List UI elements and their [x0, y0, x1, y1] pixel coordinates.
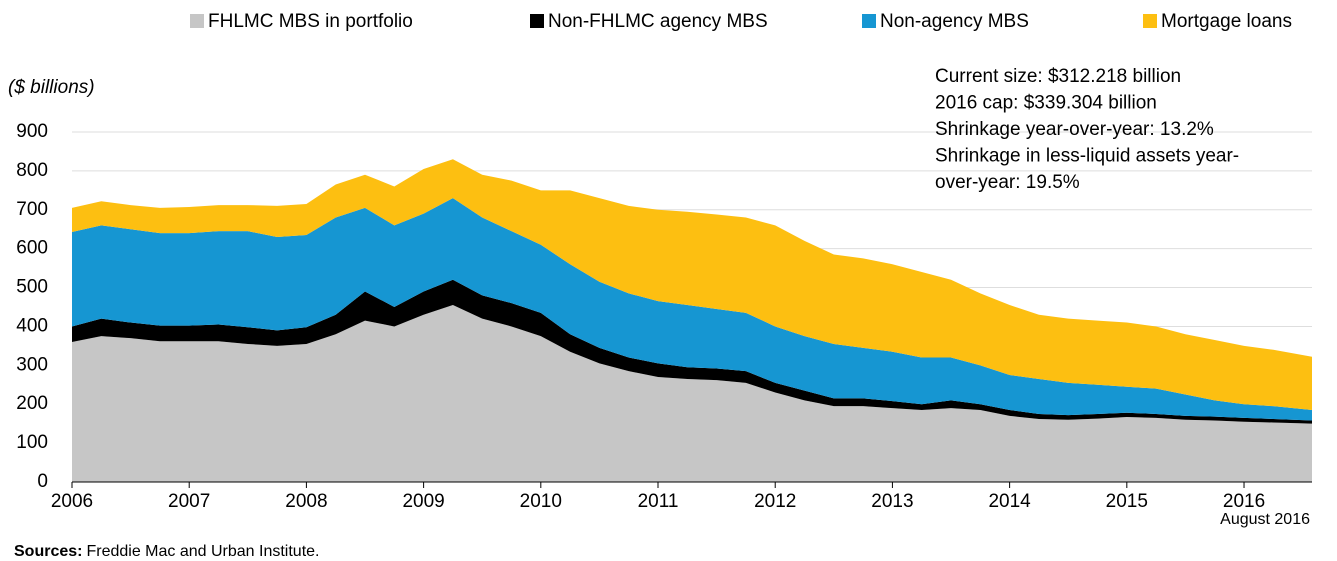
legend-label: Non-FHLMC agency MBS: [548, 11, 768, 32]
legend-swatch: [862, 14, 876, 28]
area: [72, 305, 1312, 482]
y-tick-label: 0: [37, 471, 48, 492]
x-tick-label: 2010: [520, 491, 562, 512]
x-tick-label: 2006: [51, 491, 93, 512]
legend-item: Non-FHLMC agency MBS: [530, 11, 768, 32]
x-tick-label: 2012: [754, 491, 796, 512]
legend-swatch: [190, 14, 204, 28]
y-tick-label: 400: [16, 315, 48, 336]
y-tick-label: 500: [16, 277, 48, 298]
date-note: August 2016: [1220, 511, 1310, 528]
legend-label: FHLMC MBS in portfolio: [208, 11, 413, 32]
legend-item: FHLMC MBS in portfolio: [190, 11, 413, 32]
legend-label: Mortgage loans: [1161, 11, 1292, 32]
x-tick-label: 2013: [871, 491, 913, 512]
source-label: Sources:: [14, 543, 82, 560]
x-tick-label: 2009: [402, 491, 444, 512]
annotation: Shrinkage in less-liquid assets year-: [935, 146, 1239, 167]
legend-item: Mortgage loans: [1143, 11, 1292, 32]
y-tick-label: 900: [16, 121, 48, 142]
legend-swatch: [1143, 14, 1157, 28]
legend-swatch: [530, 14, 544, 28]
source: Sources: Freddie Mac and Urban Institute.: [14, 543, 319, 560]
x-tick-label: 2015: [1106, 491, 1148, 512]
y-tick-label: 200: [16, 393, 48, 414]
y-tick-label: 700: [16, 199, 48, 220]
area: [72, 279, 1312, 424]
legend-item: Non-agency MBS: [862, 11, 1029, 32]
annotation: Current size: $312.218 billion: [935, 66, 1181, 87]
x-tick-label: 2016: [1223, 491, 1265, 512]
y-tick-label: 600: [16, 238, 48, 259]
y-axis-label: ($ billions): [8, 77, 95, 98]
y-tick-label: 800: [16, 160, 48, 181]
area: [72, 159, 1312, 411]
x-tick-label: 2008: [285, 491, 327, 512]
annotation: Shrinkage year-over-year: 13.2%: [935, 119, 1214, 140]
annotation: over-year: 19.5%: [935, 172, 1080, 193]
legend-label: Non-agency MBS: [880, 11, 1029, 32]
annotation: 2016 cap: $339.304 billion: [935, 93, 1157, 114]
x-tick-label: 2011: [638, 491, 679, 512]
y-tick-label: 300: [16, 354, 48, 375]
x-tick-label: 2007: [168, 491, 210, 512]
x-tick-label: 2014: [988, 491, 1031, 512]
area: [72, 198, 1312, 421]
source-text: Freddie Mac and Urban Institute.: [86, 543, 319, 560]
y-tick-label: 100: [16, 432, 48, 453]
